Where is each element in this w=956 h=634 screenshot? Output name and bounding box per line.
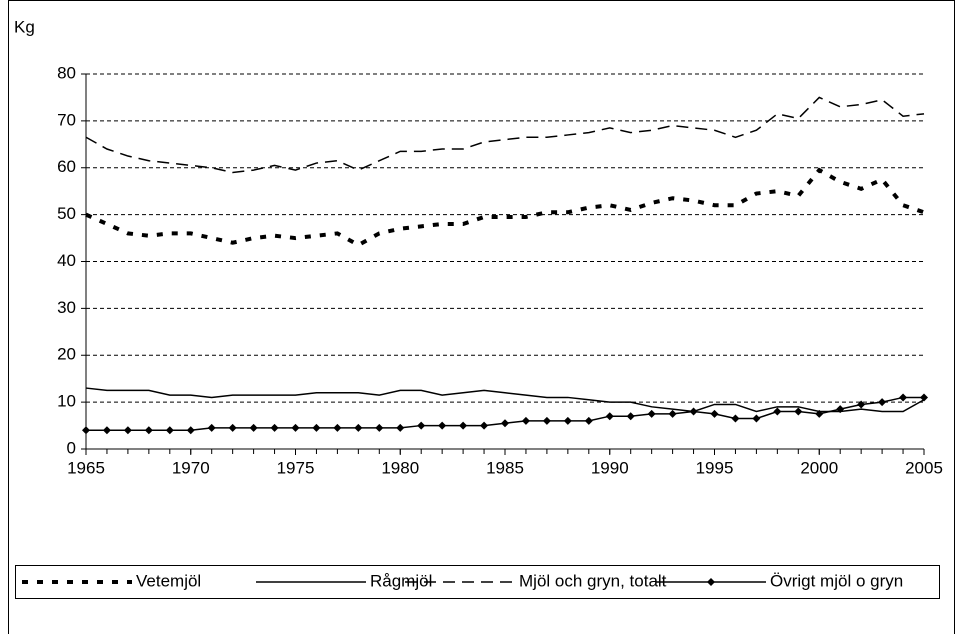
series-marker [186, 426, 195, 435]
y-tick-label: 40 [57, 251, 76, 270]
series-marker [375, 423, 384, 432]
series-marker [102, 426, 111, 435]
x-tick-label: 1990 [591, 458, 629, 477]
series-marker [584, 416, 593, 425]
x-tick-label: 2005 [905, 458, 943, 477]
series-marker [82, 426, 90, 435]
series-marker [752, 414, 761, 423]
series-marker [647, 409, 656, 418]
series-marker [542, 416, 551, 425]
x-tick-label: 1980 [381, 458, 419, 477]
series-marker [312, 423, 321, 432]
chart-frame [8, 0, 955, 634]
series-marker [249, 423, 258, 432]
y-tick-label: 60 [57, 157, 76, 176]
series-marker [689, 407, 698, 416]
series-marker [144, 426, 153, 435]
series-marker [857, 400, 866, 409]
y-tick-label: 70 [57, 110, 76, 129]
legend-box [15, 565, 940, 599]
x-tick-label: 2000 [800, 458, 838, 477]
series-marker [605, 412, 614, 421]
y-tick-label: 10 [57, 392, 76, 411]
series-marker [207, 423, 216, 432]
series-marker [878, 398, 887, 407]
x-tick-label: 1970 [172, 458, 210, 477]
series-marker [836, 405, 845, 414]
series-marker [794, 407, 803, 416]
legend-label: Mjöl och gryn, totalt [519, 571, 667, 590]
series-marker [521, 416, 530, 425]
series-marker [668, 409, 677, 418]
legend-label: Vetemjöl [136, 571, 201, 590]
y-tick-label: 30 [57, 298, 76, 317]
legend-label: Övrigt mjöl o gryn [770, 571, 903, 590]
series-marker [563, 416, 572, 425]
series-marker [165, 426, 174, 435]
series-marker [731, 414, 740, 423]
series-marker [123, 426, 132, 435]
x-tick-label: 1985 [486, 458, 524, 477]
series-marker [270, 423, 279, 432]
x-tick-label: 1975 [277, 458, 315, 477]
series-line [85, 167, 925, 248]
legend-label: Rågmjöl [370, 571, 432, 590]
x-tick-label: 1965 [67, 458, 105, 477]
series-marker [417, 421, 426, 430]
legend-marker [707, 578, 715, 586]
y-tick-label: 80 [57, 63, 76, 82]
series-marker [920, 393, 928, 402]
series-marker [710, 409, 719, 418]
series-marker [626, 412, 635, 421]
series-marker [501, 419, 509, 428]
x-tick-label: 1995 [696, 458, 734, 477]
y-tick-label: 50 [57, 204, 76, 223]
series-marker [773, 407, 782, 416]
y-tick-label: 0 [67, 438, 76, 457]
series-line [85, 96, 925, 174]
series-marker [480, 421, 489, 430]
series-marker [333, 423, 342, 432]
series-marker [396, 423, 405, 432]
series-marker [228, 423, 237, 432]
series-marker [291, 423, 300, 432]
y-axis-label: Kg [14, 17, 35, 36]
series-marker [438, 421, 447, 430]
series-marker [899, 393, 908, 402]
series-marker [354, 423, 363, 432]
y-tick-label: 20 [57, 345, 76, 364]
series-line [85, 387, 925, 413]
series-marker [815, 409, 824, 418]
series-marker [459, 421, 468, 430]
